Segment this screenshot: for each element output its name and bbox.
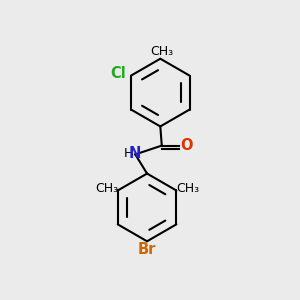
Text: N: N — [129, 146, 142, 161]
Text: CH₃: CH₃ — [176, 182, 199, 195]
Text: H: H — [124, 147, 134, 160]
Text: Cl: Cl — [111, 66, 127, 81]
Text: CH₃: CH₃ — [150, 45, 173, 58]
Text: CH₃: CH₃ — [95, 182, 118, 195]
Text: Br: Br — [138, 242, 156, 257]
Text: O: O — [180, 138, 193, 153]
